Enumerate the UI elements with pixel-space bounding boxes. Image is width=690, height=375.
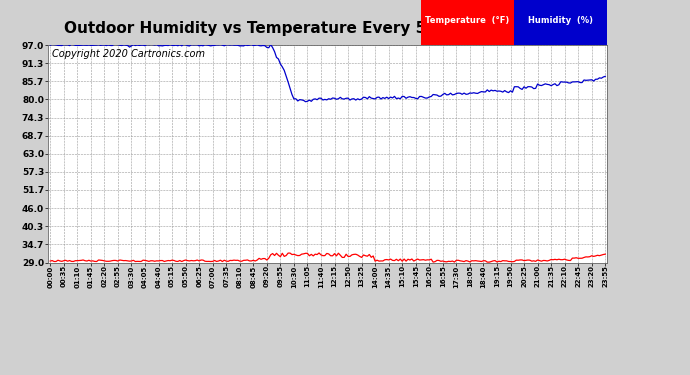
Text: Temperature  (°F): Temperature (°F) (425, 16, 510, 26)
Text: Outdoor Humidity vs Temperature Every 5 Minutes 20200113: Outdoor Humidity vs Temperature Every 5 … (64, 21, 591, 36)
Text: Humidity  (%): Humidity (%) (528, 16, 593, 26)
Text: Copyright 2020 Cartronics.com: Copyright 2020 Cartronics.com (52, 49, 205, 59)
